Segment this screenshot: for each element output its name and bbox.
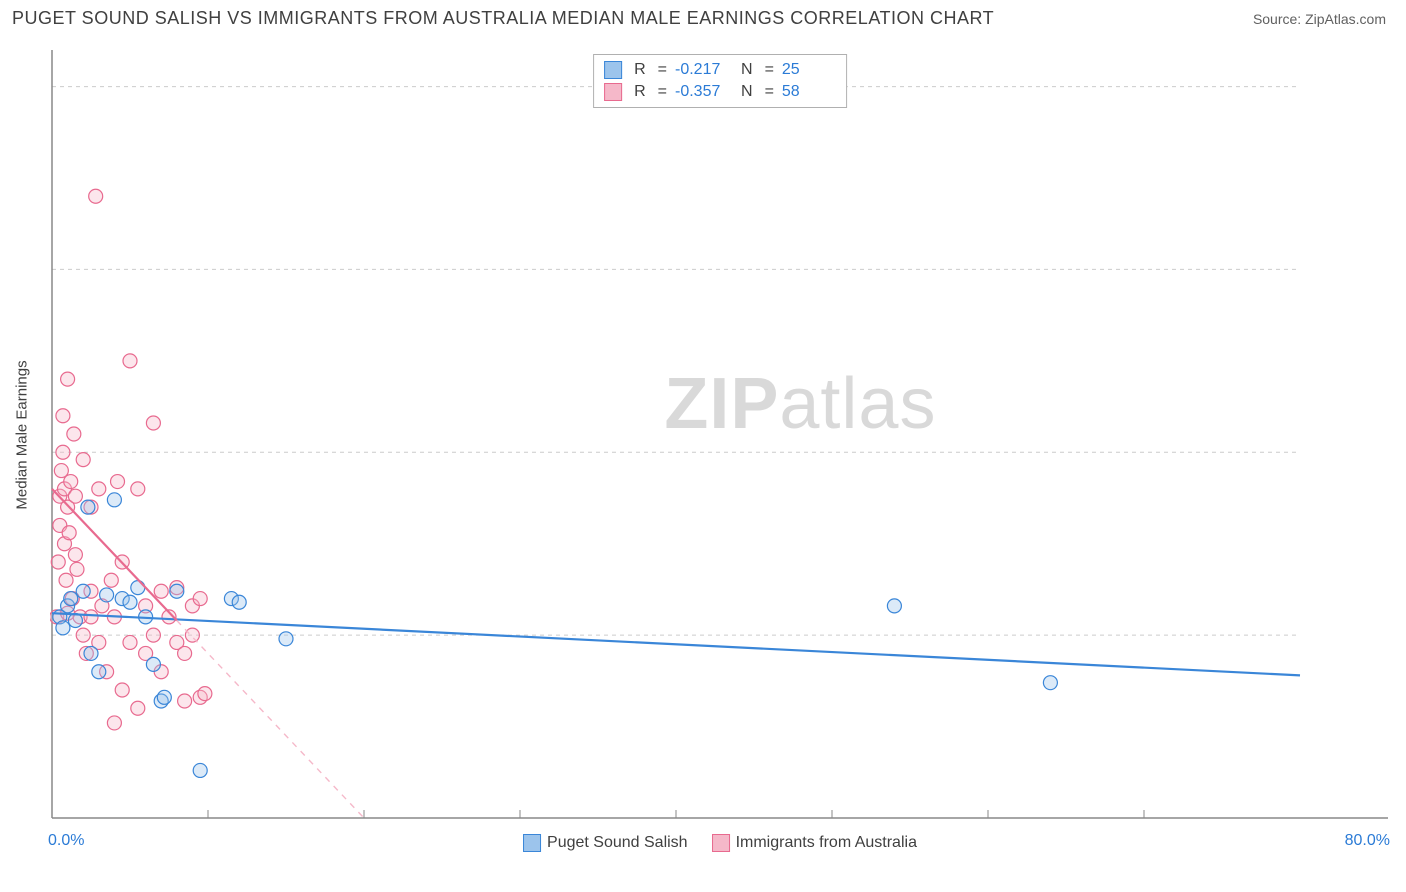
swatch-salish (604, 61, 622, 79)
chart-title: PUGET SOUND SALISH VS IMMIGRANTS FROM AU… (12, 8, 994, 29)
swatch-australia (712, 834, 730, 852)
y-axis-label: Median Male Earnings (14, 360, 31, 509)
x-tick-max: 80.0% (1345, 832, 1390, 850)
source-label: Source: ZipAtlas.com (1253, 11, 1386, 27)
correlation-legend: R = -0.217 N = 25 R = -0.357 N = 58 (593, 54, 847, 108)
n-label: N (741, 61, 753, 79)
y-tick-label: $200,000 (1394, 76, 1406, 97)
swatch-salish (523, 834, 541, 852)
r-label: R (634, 61, 646, 79)
scatter-plot (50, 50, 1390, 820)
chart-area: Median Male Earnings ZIPatlas R = -0.217… (50, 50, 1390, 820)
legend-item-australia: Immigrants from Australia (712, 834, 917, 852)
legend-item-salish: Puget Sound Salish (523, 834, 688, 852)
x-tick-min: 0.0% (48, 832, 84, 850)
series-legend: Puget Sound Salish Immigrants from Austr… (523, 834, 917, 852)
legend-row-salish: R = -0.217 N = 25 (604, 59, 836, 81)
n-value-australia: 58 (782, 83, 836, 101)
legend-row-australia: R = -0.357 N = 58 (604, 81, 836, 103)
r-value-salish: -0.217 (675, 61, 729, 79)
legend-label-australia: Immigrants from Australia (736, 834, 917, 852)
y-tick-label: $50,000 (1394, 625, 1406, 646)
n-value-salish: 25 (782, 61, 836, 79)
y-tick-label: $150,000 (1394, 259, 1406, 280)
y-tick-label: $100,000 (1394, 442, 1406, 463)
legend-label-salish: Puget Sound Salish (547, 834, 688, 852)
swatch-australia (604, 83, 622, 101)
r-value-australia: -0.357 (675, 83, 729, 101)
